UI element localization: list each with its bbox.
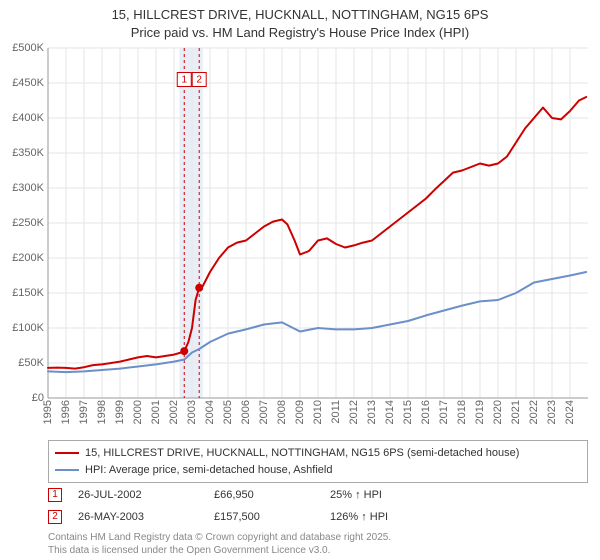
xtick-label: 2021 — [510, 400, 522, 424]
xtick-label: 1995 — [42, 400, 54, 424]
sales-table: 1 26-JUL-2002 £66,950 25% ↑ HPI 2 26-MAY… — [48, 484, 588, 528]
sale-hpi-1: 25% ↑ HPI — [330, 489, 440, 501]
xtick-label: 2003 — [186, 400, 198, 424]
xtick-label: 2015 — [402, 400, 414, 424]
xtick-label: 2017 — [438, 400, 450, 424]
ytick-label: £150K — [12, 287, 44, 299]
legend-box: 15, HILLCREST DRIVE, HUCKNALL, NOTTINGHA… — [48, 440, 588, 483]
xtick-label: 1999 — [114, 400, 126, 424]
ytick-label: £100K — [12, 322, 44, 334]
xtick-label: 2008 — [276, 400, 288, 424]
xtick-label: 2009 — [294, 400, 306, 424]
ytick-label: £400K — [12, 112, 44, 124]
xtick-label: 2016 — [420, 400, 432, 424]
footer-line-2: This data is licensed under the Open Gov… — [48, 545, 330, 556]
xtick-label: 2018 — [456, 400, 468, 424]
legend-row-hpi: HPI: Average price, semi-detached house,… — [55, 462, 581, 479]
legend-label-property: 15, HILLCREST DRIVE, HUCKNALL, NOTTINGHA… — [85, 445, 519, 462]
sale-price-1: £66,950 — [214, 489, 314, 501]
svg-text:2: 2 — [196, 75, 202, 86]
legend-row-property: 15, HILLCREST DRIVE, HUCKNALL, NOTTINGHA… — [55, 445, 581, 462]
legend-label-hpi: HPI: Average price, semi-detached house,… — [85, 462, 332, 479]
xtick-label: 1997 — [78, 400, 90, 424]
sale-date-1: 26-JUL-2002 — [78, 489, 198, 501]
title-line-1: 15, HILLCREST DRIVE, HUCKNALL, NOTTINGHA… — [112, 7, 489, 22]
xtick-label: 2019 — [474, 400, 486, 424]
chart-title: 15, HILLCREST DRIVE, HUCKNALL, NOTTINGHA… — [0, 0, 600, 41]
sale-date-2: 26-MAY-2003 — [78, 511, 198, 523]
xtick-label: 2010 — [312, 400, 324, 424]
legend-swatch-hpi — [55, 469, 79, 471]
ytick-label: £300K — [12, 182, 44, 194]
title-line-2: Price paid vs. HM Land Registry's House … — [131, 25, 469, 40]
sales-row-1: 1 26-JUL-2002 £66,950 25% ↑ HPI — [48, 484, 588, 506]
sale-price-2: £157,500 — [214, 511, 314, 523]
xtick-label: 2004 — [204, 400, 216, 424]
ytick-label: £50K — [18, 357, 44, 369]
ytick-label: £350K — [12, 147, 44, 159]
xtick-label: 2005 — [222, 400, 234, 424]
xtick-label: 2013 — [366, 400, 378, 424]
sale-number-2: 2 — [48, 510, 62, 524]
xtick-label: 2006 — [240, 400, 252, 424]
xtick-label: 2001 — [150, 400, 162, 424]
footer-line-1: Contains HM Land Registry data © Crown c… — [48, 532, 391, 543]
xtick-label: 2012 — [348, 400, 360, 424]
footer-attribution: Contains HM Land Registry data © Crown c… — [48, 532, 391, 557]
chart-container: 15, HILLCREST DRIVE, HUCKNALL, NOTTINGHA… — [0, 0, 600, 560]
xtick-label: 2020 — [492, 400, 504, 424]
xtick-label: 2007 — [258, 400, 270, 424]
xtick-label: 1996 — [60, 400, 72, 424]
ytick-label: £200K — [12, 252, 44, 264]
xtick-label: 2022 — [528, 400, 540, 424]
svg-text:1: 1 — [181, 75, 187, 86]
ytick-label: £450K — [12, 77, 44, 89]
legend-swatch-property — [55, 452, 79, 454]
ytick-label: £500K — [12, 42, 44, 54]
chart-area: 12 £0£50K£100K£150K£200K£250K£300K£350K£… — [48, 48, 588, 398]
sale-number-1: 1 — [48, 488, 62, 502]
sales-row-2: 2 26-MAY-2003 £157,500 126% ↑ HPI — [48, 506, 588, 528]
sale-hpi-2: 126% ↑ HPI — [330, 511, 440, 523]
xtick-label: 2023 — [546, 400, 558, 424]
plot-svg: 12 — [48, 48, 588, 398]
xtick-label: 2011 — [330, 400, 342, 424]
xtick-label: 2014 — [384, 400, 396, 424]
xtick-label: 2002 — [168, 400, 180, 424]
xtick-label: 2024 — [564, 400, 576, 424]
xtick-label: 1998 — [96, 400, 108, 424]
xtick-label: 2000 — [132, 400, 144, 424]
ytick-label: £250K — [12, 217, 44, 229]
